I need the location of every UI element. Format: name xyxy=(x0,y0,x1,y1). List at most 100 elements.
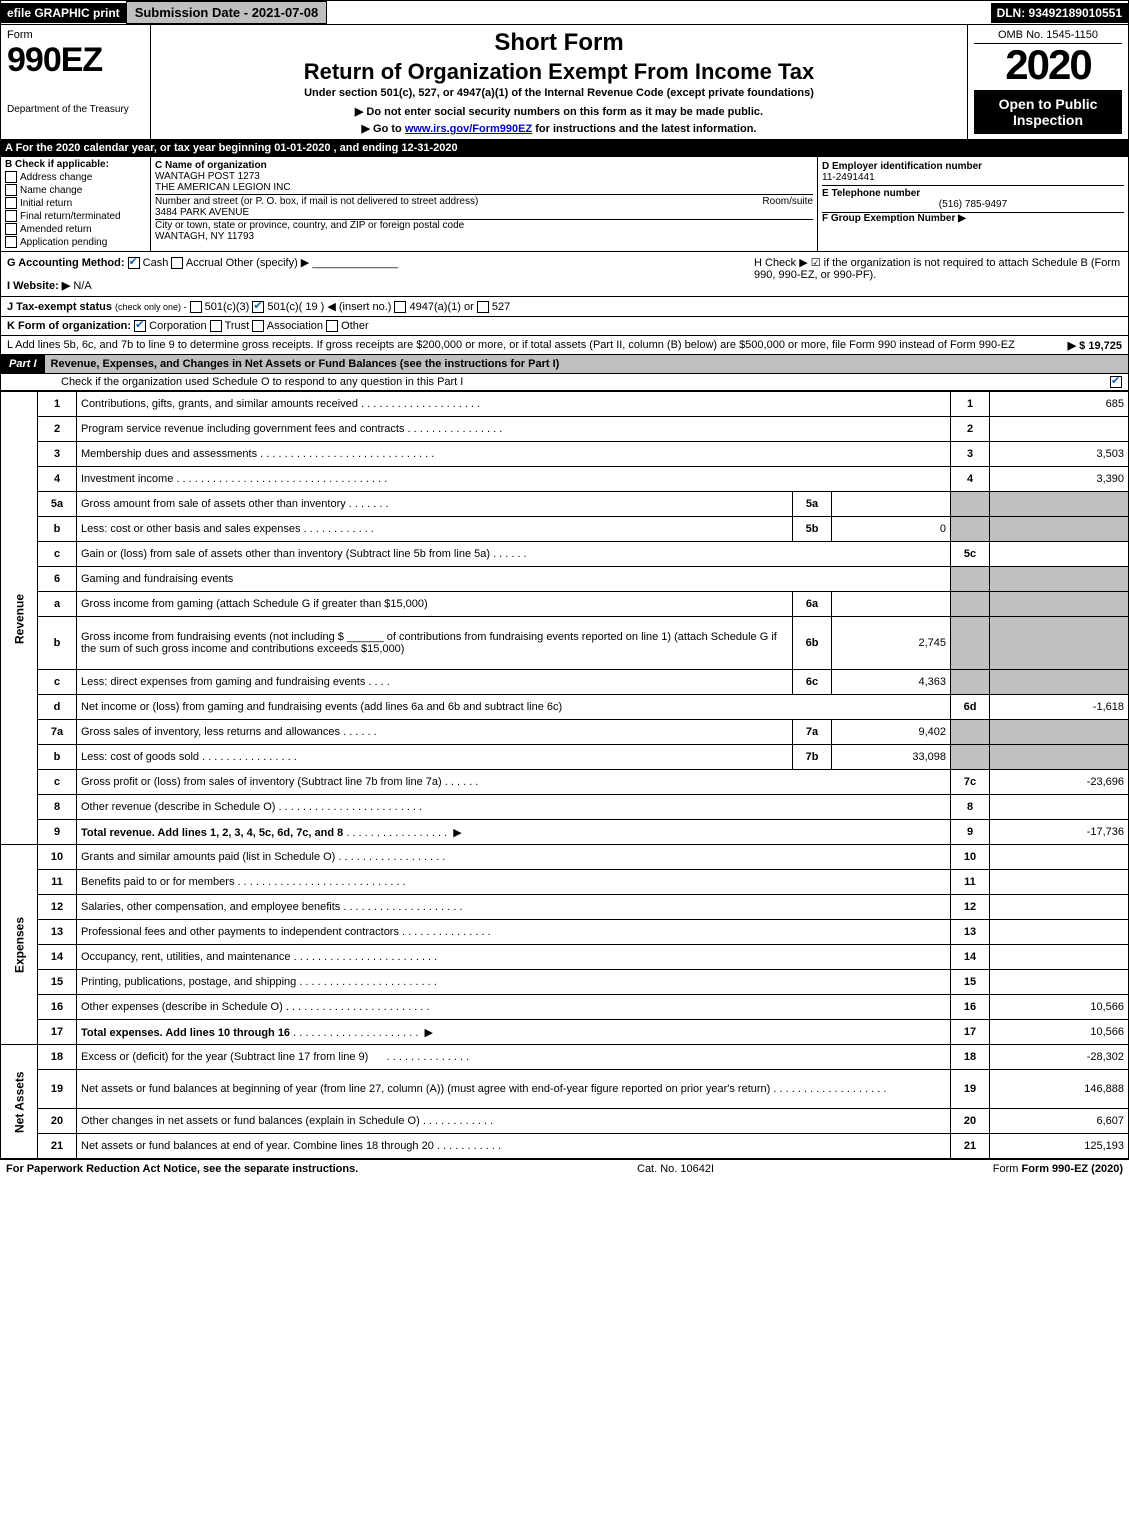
netassets-side-label: Net Assets xyxy=(1,1045,38,1159)
checkbox-icon[interactable] xyxy=(5,171,17,183)
checkbox-501c3-icon[interactable] xyxy=(190,301,202,313)
col-b-checkboxes: B Check if applicable: Address change Na… xyxy=(1,157,151,251)
street-block: Number and street (or P. O. box, if mail… xyxy=(155,195,813,220)
row-g-h: G Accounting Method: Cash Accrual Other … xyxy=(0,252,1129,297)
footer: For Paperwork Reduction Act Notice, see … xyxy=(0,1159,1129,1178)
line-15: 15 Printing, publications, postage, and … xyxy=(1,970,1129,995)
line-6d: d Net income or (loss) from gaming and f… xyxy=(1,695,1129,720)
line-6a: a Gross income from gaming (attach Sched… xyxy=(1,592,1129,617)
line-7b: b Less: cost of goods sold . . . . . . .… xyxy=(1,745,1129,770)
footer-mid: Cat. No. 10642I xyxy=(637,1163,714,1175)
checkbox-assoc-icon[interactable] xyxy=(252,320,264,332)
line-8: 8 Other revenue (describe in Schedule O)… xyxy=(1,795,1129,820)
line-13: 13 Professional fees and other payments … xyxy=(1,920,1129,945)
checkbox-icon[interactable] xyxy=(5,236,17,248)
form-number: 990EZ xyxy=(7,41,144,80)
top-bar-left: efile GRAPHIC print Submission Date - 20… xyxy=(1,1,327,24)
ein-block: D Employer identification number 11-2491… xyxy=(822,159,1124,186)
org-name-1: WANTAGH POST 1273 xyxy=(155,171,813,182)
expenses-side-label: Expenses xyxy=(1,845,38,1045)
street-label: Number and street (or P. O. box, if mail… xyxy=(155,196,478,207)
checkbox-cash-icon[interactable] xyxy=(128,257,140,269)
line-7a: 7a Gross sales of inventory, less return… xyxy=(1,720,1129,745)
checkbox-icon[interactable] xyxy=(5,223,17,235)
line-14: 14 Occupancy, rent, utilities, and maint… xyxy=(1,945,1129,970)
tel-label: E Telephone number xyxy=(822,188,1124,199)
goto-post: for instructions and the latest informat… xyxy=(535,123,756,135)
goto-pre: ▶ Go to xyxy=(362,123,405,135)
row-a-text: A For the 2020 calendar year, or tax yea… xyxy=(5,142,458,154)
chk-name-change: Name change xyxy=(5,184,146,196)
form-year-block: OMB No. 1545-1150 2020 Open to Public In… xyxy=(968,25,1128,139)
chk-initial-return: Initial return xyxy=(5,197,146,209)
l-amount: ▶ $ 19,725 xyxy=(1068,339,1122,352)
j-label: J Tax-exempt status xyxy=(7,301,112,313)
under-section: Under section 501(c), 527, or 4947(a)(1)… xyxy=(157,87,961,99)
irs-link[interactable]: www.irs.gov/Form990EZ xyxy=(405,123,532,135)
line-10: Expenses 10 Grants and similar amounts p… xyxy=(1,845,1129,870)
ssn-warning: ▶ Do not enter social security numbers o… xyxy=(157,105,961,118)
checkbox-accrual-icon[interactable] xyxy=(171,257,183,269)
website-row: I Website: ▶ N/A xyxy=(7,279,742,292)
department-label: Department of the Treasury xyxy=(7,104,144,115)
row-l-gross-receipts: L Add lines 5b, 6c, and 7b to line 9 to … xyxy=(0,336,1129,355)
line-11: 11 Benefits paid to or for members . . .… xyxy=(1,870,1129,895)
part1-title: Revenue, Expenses, and Changes in Net As… xyxy=(45,355,1128,373)
line-9: 9 Total revenue. Add lines 1, 2, 3, 4, 5… xyxy=(1,820,1129,845)
tel-value: (516) 785-9497 xyxy=(822,199,1124,210)
short-form-title: Short Form xyxy=(157,29,961,57)
g-label: G Accounting Method: xyxy=(7,257,125,269)
row-j-tax-status: J Tax-exempt status (check only one) - 5… xyxy=(0,297,1129,317)
line-21: 21 Net assets or fund balances at end of… xyxy=(1,1134,1129,1159)
line-6: 6 Gaming and fundraising events xyxy=(1,567,1129,592)
checkbox-trust-icon[interactable] xyxy=(210,320,222,332)
footer-right: Form Form 990-EZ (2020) xyxy=(993,1163,1123,1175)
line-16: 16 Other expenses (describe in Schedule … xyxy=(1,995,1129,1020)
org-name-block: C Name of organization WANTAGH POST 1273… xyxy=(155,159,813,195)
h-text: H Check ▶ ☑ if the organization is not r… xyxy=(754,257,1120,281)
group-label: F Group Exemption Number ▶ xyxy=(822,213,966,224)
line-6b: b Gross income from fundraising events (… xyxy=(1,617,1129,670)
return-title: Return of Organization Exempt From Incom… xyxy=(157,59,961,85)
line-5a: 5a Gross amount from sale of assets othe… xyxy=(1,492,1129,517)
line-18: Net Assets 18 Excess or (deficit) for th… xyxy=(1,1045,1129,1070)
form-title-block: Short Form Return of Organization Exempt… xyxy=(151,25,968,139)
checkbox-501c-icon[interactable] xyxy=(252,301,264,313)
col-b-header: B Check if applicable: xyxy=(5,159,146,170)
checkbox-corp-icon[interactable] xyxy=(134,320,146,332)
top-bar: efile GRAPHIC print Submission Date - 20… xyxy=(0,0,1129,25)
submission-date: Submission Date - 2021-07-08 xyxy=(126,1,328,24)
checkbox-icon[interactable] xyxy=(5,197,17,209)
col-d-ids: D Employer identification number 11-2491… xyxy=(818,157,1128,251)
org-name-2: THE AMERICAN LEGION INC xyxy=(155,182,813,193)
city-label: City or town, state or province, country… xyxy=(155,220,813,231)
ein-label: D Employer identification number xyxy=(822,161,1124,172)
group-exemption-block: F Group Exemption Number ▶ xyxy=(822,213,1124,224)
checkbox-527-icon[interactable] xyxy=(477,301,489,313)
row-k-org-form: K Form of organization: Corporation Trus… xyxy=(0,317,1129,336)
schedule-o-checkbox-icon[interactable] xyxy=(1110,376,1122,388)
line-4: 4 Investment income . . . . . . . . . . … xyxy=(1,467,1129,492)
efile-print-label: efile GRAPHIC print xyxy=(1,3,126,23)
tel-block: E Telephone number (516) 785-9497 xyxy=(822,186,1124,213)
line-20: 20 Other changes in net assets or fund b… xyxy=(1,1109,1129,1134)
line-7c: c Gross profit or (loss) from sales of i… xyxy=(1,770,1129,795)
line-6c: c Less: direct expenses from gaming and … xyxy=(1,670,1129,695)
checkbox-other-icon[interactable] xyxy=(326,320,338,332)
k-label: K Form of organization: xyxy=(7,320,131,332)
checkbox-icon[interactable] xyxy=(5,210,17,222)
l-text: L Add lines 5b, 6c, and 7b to line 9 to … xyxy=(7,339,1015,351)
form-header: Form 990EZ Department of the Treasury Sh… xyxy=(0,25,1129,140)
checkbox-4947-icon[interactable] xyxy=(394,301,406,313)
tax-year: 2020 xyxy=(974,44,1122,86)
room-label: Room/suite xyxy=(762,196,813,207)
street-value: 3484 PARK AVENUE xyxy=(155,207,813,218)
schedule-b-check: H Check ▶ ☑ if the organization is not r… xyxy=(748,252,1128,296)
footer-left: For Paperwork Reduction Act Notice, see … xyxy=(6,1163,358,1175)
line-17: 17 Total expenses. Add lines 10 through … xyxy=(1,1020,1129,1045)
form-word: Form xyxy=(7,29,144,41)
checkbox-icon[interactable] xyxy=(5,184,17,196)
line-2: 2 Program service revenue including gove… xyxy=(1,417,1129,442)
form-id-block: Form 990EZ Department of the Treasury xyxy=(1,25,151,139)
part1-sub: Check if the organization used Schedule … xyxy=(0,374,1129,391)
